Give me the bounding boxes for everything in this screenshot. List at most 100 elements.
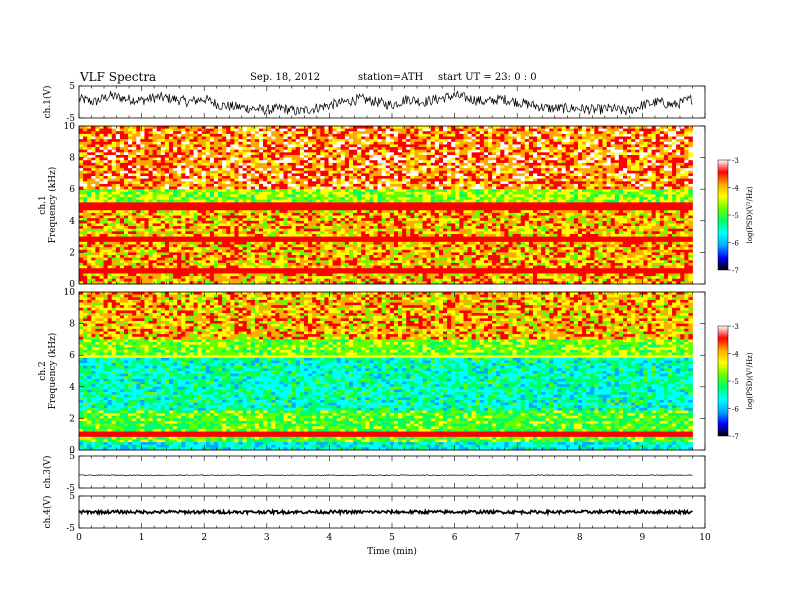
spectrogram-cell <box>598 152 603 156</box>
spectrogram-cell <box>537 186 542 190</box>
spectrogram-cell <box>222 207 227 211</box>
spectrogram-cell <box>128 165 133 169</box>
spectrogram-cell <box>483 144 489 148</box>
spectrogram-cell <box>672 144 677 148</box>
spectrogram-cell <box>504 189 509 193</box>
spectrogram-cell <box>680 147 685 151</box>
spectrogram-cell <box>140 165 145 169</box>
spectrogram-cell <box>230 139 235 143</box>
spectrogram-cell <box>541 176 546 180</box>
spectrogram-cell <box>128 136 133 140</box>
spectrogram-cell <box>299 128 305 132</box>
spectrogram-cell <box>340 202 346 206</box>
spectrogram-cell <box>308 181 313 185</box>
spectrogram-cell <box>459 149 464 153</box>
spectrogram-cell <box>606 207 612 211</box>
spectrogram-cell <box>111 162 117 166</box>
spectrogram-cell <box>250 207 256 211</box>
spectrogram-cell <box>344 173 350 177</box>
spectrogram-cell <box>267 194 272 198</box>
spectrogram-cell <box>287 136 293 140</box>
spectrogram-cell <box>406 162 411 166</box>
spectrogram-cell <box>295 168 301 172</box>
spectrogram-cell <box>258 181 264 185</box>
spectrogram-cell <box>622 141 628 145</box>
spectrogram-cell <box>451 147 456 151</box>
spectrogram-cell <box>618 126 624 130</box>
spectrogram-cell <box>442 186 448 190</box>
spectrogram-cell <box>402 191 407 195</box>
spectrogram-cell <box>565 170 571 174</box>
spectrogram-cell <box>553 147 558 151</box>
spectrogram-cell <box>467 205 473 209</box>
spectrogram-cell <box>422 126 428 130</box>
spectrogram-cell <box>369 199 374 203</box>
spectrogram-cell <box>271 162 276 166</box>
spectrogram-cell <box>561 162 567 166</box>
spectrogram-cell <box>663 149 669 153</box>
spectrogram-cell <box>111 154 117 158</box>
spectrogram-cell <box>263 139 268 143</box>
spectrogram-cell <box>487 160 493 164</box>
spectrogram-cell <box>87 189 92 193</box>
spectrogram-cell <box>336 152 342 156</box>
spectrogram-cell <box>508 202 513 206</box>
spectrogram-cell <box>553 186 558 190</box>
spectrogram-cell <box>173 191 178 195</box>
spectrogram-cell <box>332 126 338 130</box>
spectrogram-cell <box>201 191 207 195</box>
spectrogram-cell <box>582 152 587 156</box>
spectrogram-cell <box>91 170 96 174</box>
spectrogram-cell <box>622 207 628 211</box>
spectrogram-cell <box>680 133 685 137</box>
spectrogram-cell <box>520 207 526 211</box>
spectrogram-cell <box>422 141 428 145</box>
spectrogram-cell <box>152 178 158 182</box>
spectrogram-cell <box>594 160 599 164</box>
spectrogram-cell <box>148 210 154 214</box>
spectrogram-cell <box>107 189 113 193</box>
spectrogram-cell <box>643 139 648 143</box>
spectrogram-cell <box>442 202 448 206</box>
spectrogram-cell <box>479 126 485 130</box>
spectrogram-cell <box>606 202 612 206</box>
spectrogram-cell <box>569 144 575 148</box>
spectrogram-cell <box>197 186 203 190</box>
spectrogram-cell <box>279 205 284 209</box>
spectrogram-cell <box>500 133 505 137</box>
spectrogram-cell <box>324 173 329 177</box>
spectrogram-cell <box>504 154 509 158</box>
spectrogram-cell <box>115 154 121 158</box>
spectrogram-cell <box>271 176 276 180</box>
spectrogram-cell <box>610 162 616 166</box>
spectrogram-cell <box>258 189 264 193</box>
spectrogram-cell <box>316 202 321 206</box>
spectrogram-cell <box>500 139 505 143</box>
spectrogram-cell <box>79 149 84 153</box>
spectrogram-cell <box>635 147 640 151</box>
spectrogram-cell <box>602 178 607 182</box>
spectrogram-cell <box>332 176 338 180</box>
spectrogram-cell <box>168 139 174 143</box>
spectrogram-cell <box>569 136 575 140</box>
spectrogram-cell <box>336 147 342 151</box>
spectrogram-cell <box>487 173 493 177</box>
spectrogram-cell <box>152 126 158 130</box>
spectrogram-cell <box>483 147 489 151</box>
spectrogram-cell <box>242 202 248 206</box>
spectrogram-cell <box>426 165 432 169</box>
spectrogram-cell <box>672 170 677 174</box>
spectrogram-cell <box>242 173 248 177</box>
spectrogram-cell <box>230 165 235 169</box>
spectrogram-cell <box>238 133 243 137</box>
spectrogram-cell <box>602 136 607 140</box>
spectrogram-cell <box>438 197 444 201</box>
spectrogram-cell <box>524 154 530 158</box>
spectrogram-cell <box>218 168 223 172</box>
spectrogram-cell <box>185 160 190 164</box>
spectrogram-cell <box>402 128 407 132</box>
spectrogram-cell <box>271 168 276 172</box>
spectrogram-cell <box>586 144 591 148</box>
spectrogram-cell <box>442 199 448 203</box>
spectrogram-cell <box>136 183 141 187</box>
